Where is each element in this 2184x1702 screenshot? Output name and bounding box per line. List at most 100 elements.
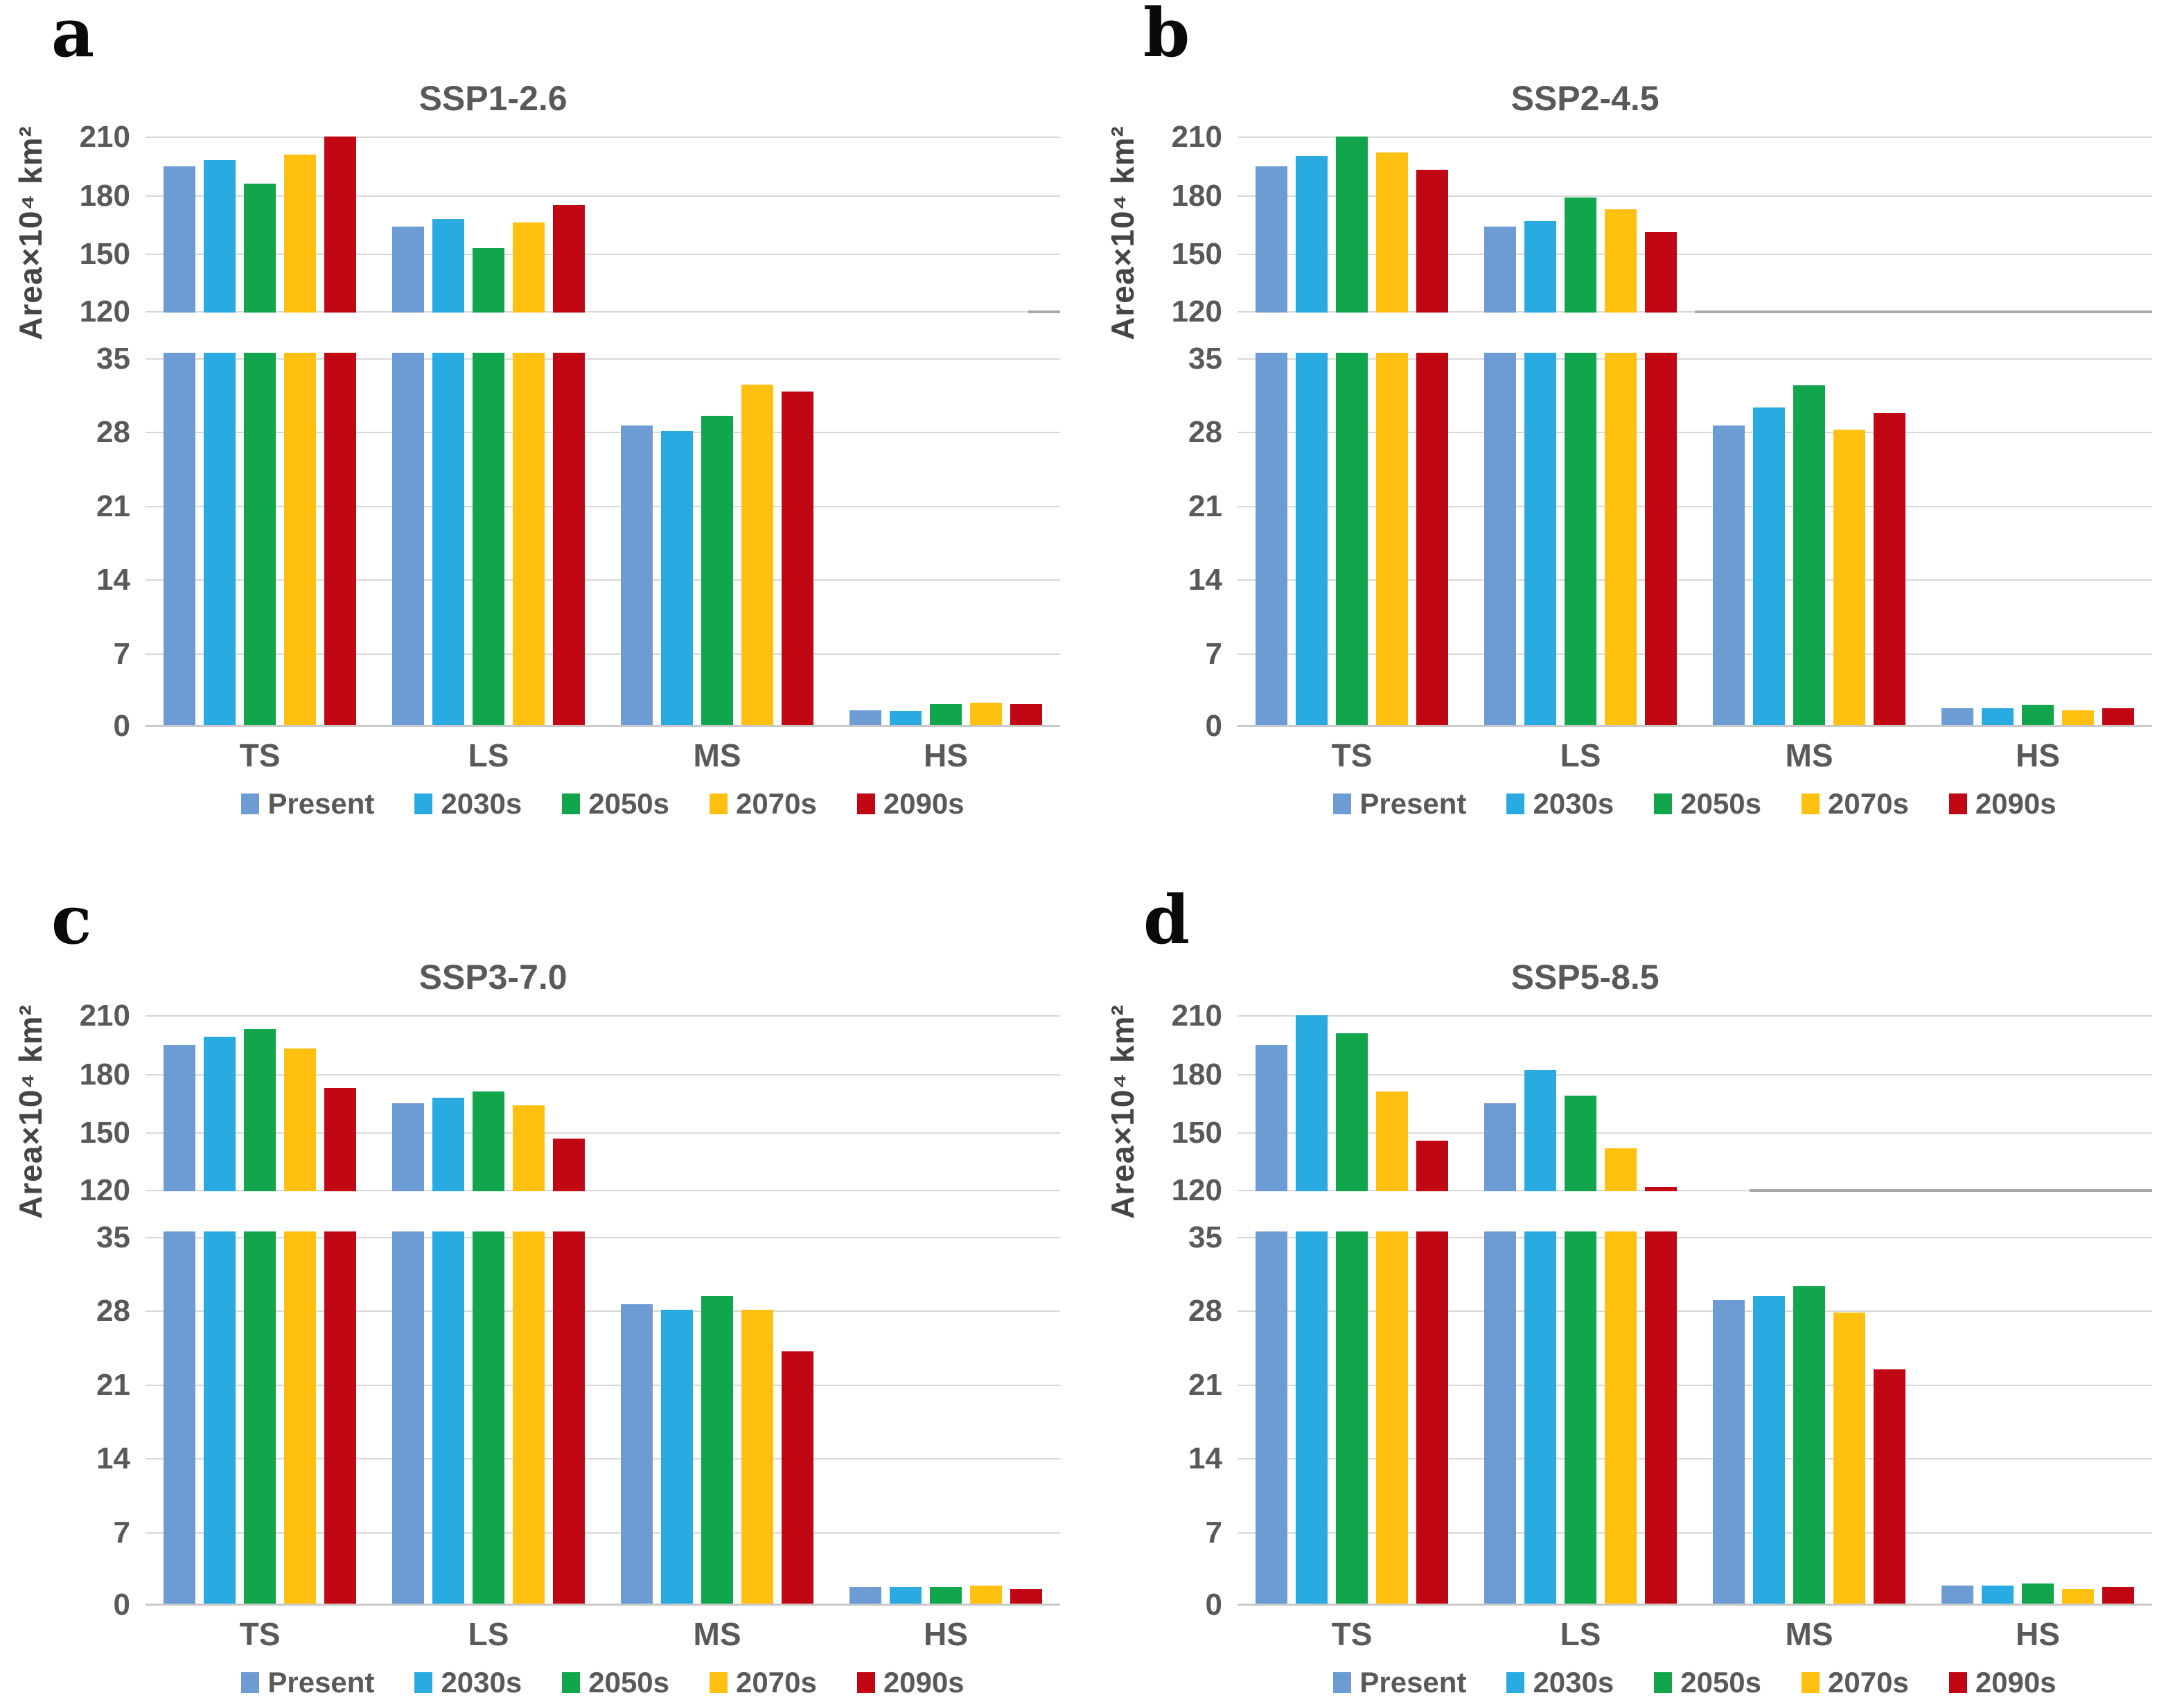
tick-label: 7 [113,637,130,671]
gridline [1238,137,2152,138]
bar-group-ts [146,1008,374,1191]
bar-ls-2090s [1645,1187,1677,1191]
panel-letter: b [1143,0,1190,72]
tick-label: 28 [96,415,130,449]
legend-item-present: Present [241,1668,374,1697]
gridline [1238,1074,2152,1076]
bar-ms-2030s [661,1309,693,1606]
tick-label: 120 [1171,1173,1222,1207]
bar-ms-present [1713,1299,1745,1606]
gridline [146,506,1060,507]
legend-item-2090s: 2090s [856,789,965,818]
bar-group-ts [146,129,374,313]
bar-group-hs [1923,353,2152,727]
x-category-label-ls: LS [1560,737,1601,773]
tick-label: 180 [79,179,130,213]
bar-ms-2070s [741,384,773,727]
bar-hs-2090s [1010,703,1042,727]
tick-label: 28 [96,1294,130,1328]
x-axis-labels: TS LS MS HS [146,737,1060,774]
x-category-label-ms: MS [1785,737,1833,773]
plot-area: SSP3-7.0 210 180 150 120 35 28 21 14 7 0 TS LS MS HS Pr… [80,948,1060,1697]
upper-axis-segment: 210 180 150 120 [80,122,1060,327]
bar-ts-present [164,1231,195,1606]
bar-ms-2050s [1793,1286,1825,1606]
bar-groups [146,1008,1060,1191]
legend-color-swatch [710,793,728,814]
plot-area: SSP5-8.5 210 180 150 120 35 28 21 14 7 0 TS LS MS HS Pr… [1172,948,2152,1697]
tick-label: 0 [1205,709,1222,743]
bar-ms-present [621,1304,653,1606]
bar-groups [1238,1008,2152,1191]
gridline [146,653,1060,655]
bar-hs-2030s [890,1586,922,1606]
bar-ts-2030s [1296,1015,1328,1191]
lower-axis-segment: 35 28 21 14 7 0 [96,344,1060,742]
tick-label: 21 [1188,1368,1222,1402]
legend-color-swatch [1948,793,1967,814]
tick-label: 21 [96,1368,130,1402]
bar-ls-2070s [513,1105,545,1191]
bar-ts-present [1256,1231,1287,1606]
bar-group-ts [1238,129,1466,313]
bar-ms-2070s [741,1309,773,1606]
tick-label: 0 [113,1588,130,1622]
plot-area: SSP1-2.6 210 180 150 120 35 28 21 14 7 0 TS LS MS HS Pr… [80,69,1060,820]
legend-label: 2050s [588,787,670,820]
bar-ls-present [1484,353,1516,727]
legend-label: 2050s [1680,1666,1762,1699]
bar-ls-present [392,1103,424,1191]
bar-group-ms [1695,1008,1923,1191]
tick-label: 180 [79,1058,130,1091]
bar-ts-2030s [204,1037,236,1191]
bar-ts-2030s [1296,353,1328,727]
bar-ls-present [1484,1103,1516,1191]
panel-letter: a [51,0,95,72]
chart-ssp3-7-0: c Area×10⁴ km² SSP3-7.0 210 180 150 120 35 28 21 1… [0,851,1092,1702]
gridline [146,358,1060,360]
bar-ms-present [1713,425,1745,727]
chart-ssp1-2-6: a Area×10⁴ km² SSP1-2.6 210 180 150 120 35 28 21 1… [0,0,1092,851]
x-category-label-ts: TS [1331,1616,1373,1652]
tick-label: 35 [96,1220,130,1254]
gridline [1238,579,2152,581]
gridline [146,1190,1060,1191]
upper-axis-segment: 210 180 150 120 [1172,122,2152,327]
legend-color-swatch [1802,793,1820,814]
chart-title: SSP3-7.0 [419,958,567,997]
bar-ms-2090s [782,392,813,727]
bar-group-hs [831,353,1060,727]
gridline [146,432,1060,433]
bar-hs-present [1941,708,1973,727]
bar-groups [146,1231,1060,1606]
bar-ts-2090s [1416,1231,1448,1606]
bar-group-ms [1695,353,1923,727]
legend-item-2090s: 2090s [1948,1668,2057,1697]
bar-hs-2050s [2022,705,2054,727]
bar-ls-2070s [513,353,545,727]
bar-ts-2090s [1416,1140,1448,1191]
legend-label: Present [267,1666,375,1699]
x-category-label-ls: LS [468,737,509,773]
legend: Present 2030s 2050s 2070s 2090s [1238,1668,2152,1697]
bar-ts-2050s [1336,1231,1368,1606]
tick-label: 180 [1171,1058,1222,1091]
bar-group-hs [1923,1008,2152,1191]
tick-label: 150 [1171,1116,1222,1150]
bar-groups [1238,129,2152,313]
tick-label: 21 [96,489,130,523]
gridline [1238,1385,2152,1386]
lower-axis-segment: 35 28 21 14 7 0 [1188,1222,2152,1620]
tick-label: 0 [1205,1588,1222,1622]
x-category-label-ls: LS [1560,1616,1601,1652]
legend-color-swatch [856,1672,875,1693]
legend-label: 2030s [1533,787,1614,820]
legend-item-2070s: 2070s [710,1668,817,1697]
legend-color-swatch [710,1672,728,1693]
legend-color-swatch [414,793,433,814]
bar-ls-2030s [432,353,464,727]
legend-color-swatch [241,793,260,814]
x-category-label-ms: MS [693,1616,741,1652]
legend-item-2050s: 2050s [1654,1668,1761,1697]
legend-item-2050s: 2050s [1654,789,1761,818]
